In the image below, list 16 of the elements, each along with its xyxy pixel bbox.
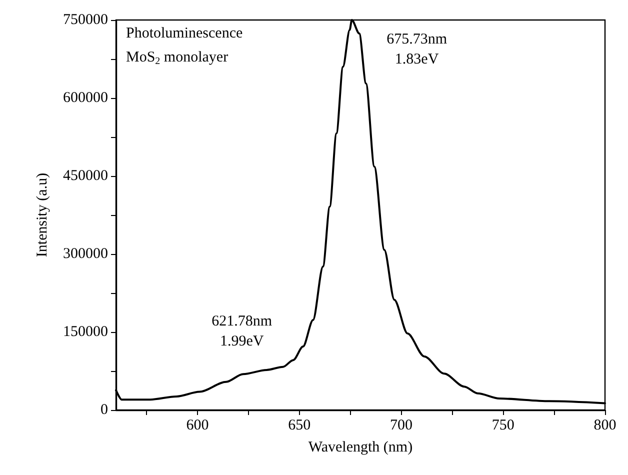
y-tick-label: 150000	[63, 324, 108, 340]
x-tick-label: 700	[390, 418, 412, 434]
y-tick-label: 300000	[63, 246, 108, 262]
x-tick-label: 750	[492, 418, 514, 434]
y-tick-label: 450000	[63, 168, 108, 184]
y-tick-label: 750000	[63, 12, 108, 28]
annotation: Photoluminescence	[126, 26, 243, 42]
x-tick-label: 600	[186, 418, 209, 434]
y-tick-label: 600000	[63, 90, 108, 106]
annotation: 675.73nm 1.83eV	[386, 32, 448, 68]
x-tick-label: 650	[288, 418, 311, 434]
x-axis-title: Wavelength (nm)	[308, 440, 413, 456]
annotation: 621.78nm 1.99eV	[212, 314, 272, 350]
y-axis-title: Intensity (a.u)	[34, 172, 50, 258]
y-tick-label: 0	[100, 402, 108, 418]
x-tick-label: 800	[594, 418, 616, 434]
